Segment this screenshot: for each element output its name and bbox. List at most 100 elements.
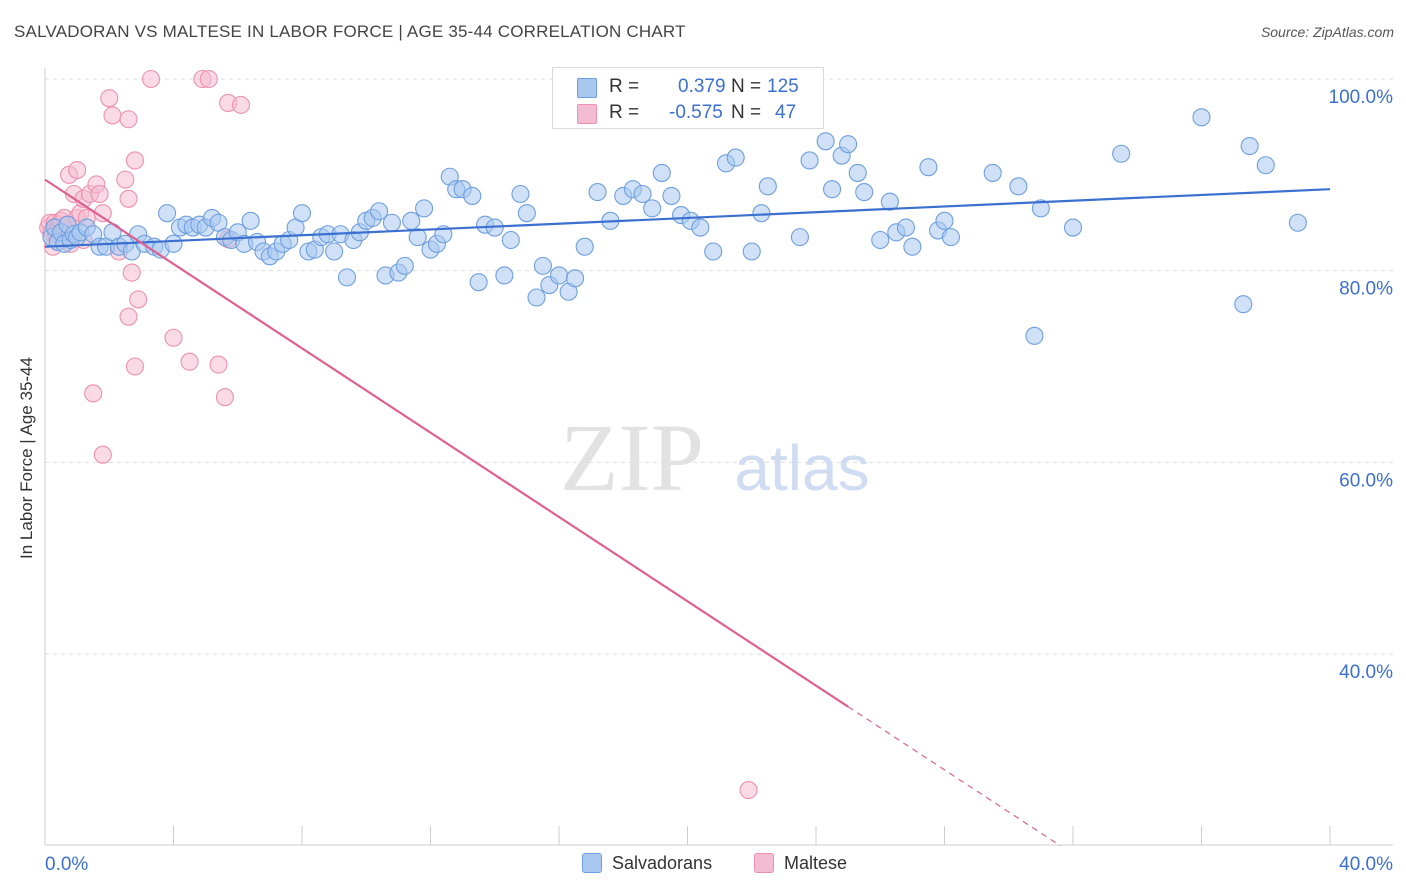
salvadoran-point <box>408 228 427 247</box>
salvadoran-point <box>382 213 402 232</box>
salvadoran-point <box>395 256 414 275</box>
salvadoran-point <box>823 180 842 199</box>
legend-swatch-pink <box>577 104 597 124</box>
salvadoran-point <box>643 199 662 218</box>
salvadoran-point <box>533 256 552 275</box>
salvadoran-point <box>880 192 899 211</box>
maltese-point <box>103 106 122 125</box>
maltese-point <box>68 160 87 180</box>
salvadoran-point <box>325 242 344 261</box>
salvadoran-point <box>588 183 607 202</box>
x-tick-label: 40.0% <box>1339 854 1393 875</box>
salvadoran-point <box>1288 213 1307 232</box>
legend-r-value: 0.379 <box>678 76 726 97</box>
salvadoran-point <box>164 234 183 253</box>
maltese-point <box>231 95 251 114</box>
salvadoran-point <box>1240 137 1259 156</box>
maltese-point <box>129 290 148 309</box>
salvadoran-point <box>1192 108 1211 127</box>
trend-lines <box>44 178 1331 847</box>
salvadoran-point <box>941 228 960 247</box>
salvadoran-point <box>742 242 761 261</box>
legend-n-label: N = <box>731 102 762 123</box>
axes <box>44 68 1393 846</box>
legend-r-label: R = <box>609 102 640 123</box>
salvadoran-point <box>790 228 809 247</box>
salvadoran-point <box>704 242 723 261</box>
salvadoran-point <box>511 184 530 204</box>
salvadoran-point <box>871 230 890 250</box>
maltese-point <box>739 781 758 800</box>
salvadoran-point <box>1256 156 1275 175</box>
watermark-atlas: atlas <box>734 432 869 504</box>
watermark-zip: ZIP <box>560 404 704 511</box>
salvadoran-point <box>752 204 771 223</box>
salvadoran-point <box>241 211 260 230</box>
salvadoran-point <box>935 211 954 230</box>
chart-title: SALVADORAN VS MALTESE IN LABOR FORCE | A… <box>14 22 686 41</box>
legend-swatch-blue <box>577 78 597 98</box>
y-tick-label: 100.0% <box>1329 87 1394 108</box>
salvadoran-point <box>662 186 681 205</box>
salvadoran-point <box>158 204 177 223</box>
salvadoran-point <box>652 163 671 182</box>
salvadoran-point <box>1031 199 1050 218</box>
salvadoran-point <box>848 163 867 182</box>
maltese-point <box>141 69 161 89</box>
salvadoran-point <box>633 184 652 204</box>
salvadoran-point <box>495 266 514 285</box>
maltese-point <box>116 170 135 189</box>
salvadoran-point <box>415 199 434 218</box>
salvadoran-point <box>527 288 546 307</box>
salvadoran-trend-line <box>44 188 1331 248</box>
salvadoran-point <box>549 266 569 285</box>
legend-n-label: N = <box>731 76 762 97</box>
salvadoran-point <box>839 135 858 154</box>
salvadoran-point <box>1112 144 1131 163</box>
legend-label-maltese: Maltese <box>784 853 848 873</box>
maltese-point <box>199 69 218 89</box>
maltese-point <box>119 110 138 129</box>
salvadoran-point <box>1234 295 1253 314</box>
legend-r-value: -0.575 <box>669 102 723 123</box>
salvadoran-point <box>463 186 482 205</box>
maltese-point <box>100 89 119 108</box>
legend-n-value: 47 <box>775 102 797 123</box>
salvadoran-point <box>501 230 520 250</box>
salvadoran-point <box>726 148 745 167</box>
salvadoran-point <box>758 177 777 196</box>
legend-r-label: R = <box>609 76 640 97</box>
salvadoran-point <box>800 151 819 170</box>
maltese-point <box>125 357 144 376</box>
maltese-point <box>119 189 138 208</box>
salvadoran-point <box>896 218 916 237</box>
legend-label-salvadorans: Salvadorans <box>612 853 713 873</box>
x-tick-label: 0.0% <box>45 854 88 875</box>
maltese-point <box>209 355 228 374</box>
salvadoran-point <box>1025 326 1044 345</box>
salvadoran-point <box>566 269 585 288</box>
maltese-point <box>93 445 112 464</box>
maltese-point <box>119 307 138 326</box>
maltese-point <box>180 352 199 371</box>
y-tick-label: 80.0% <box>1339 279 1393 300</box>
salvadoran-point <box>691 218 710 237</box>
maltese-point <box>215 388 234 407</box>
salvadoran-point <box>983 163 1002 182</box>
salvadoran-point <box>402 211 421 230</box>
salvadoran-point <box>816 132 835 151</box>
salvadoran-point <box>292 204 312 223</box>
salvadoran-point <box>370 202 389 221</box>
maltese-point <box>90 184 109 204</box>
salvadoran-point <box>1063 218 1083 237</box>
maltese-trend-line-extension <box>847 706 1061 847</box>
salvadoran-point <box>919 158 938 177</box>
salvadoran-point <box>337 268 357 287</box>
legend-n-value: 125 <box>767 76 799 97</box>
salvadoran-point <box>855 183 874 202</box>
salvadoran-point <box>903 237 922 256</box>
y-tick-label: 60.0% <box>1339 470 1393 491</box>
tick-labels: 100.0% 80.0% 60.0% 40.0% 0.0% 40.0% <box>45 87 1393 875</box>
watermark: ZIP atlas <box>560 404 870 511</box>
